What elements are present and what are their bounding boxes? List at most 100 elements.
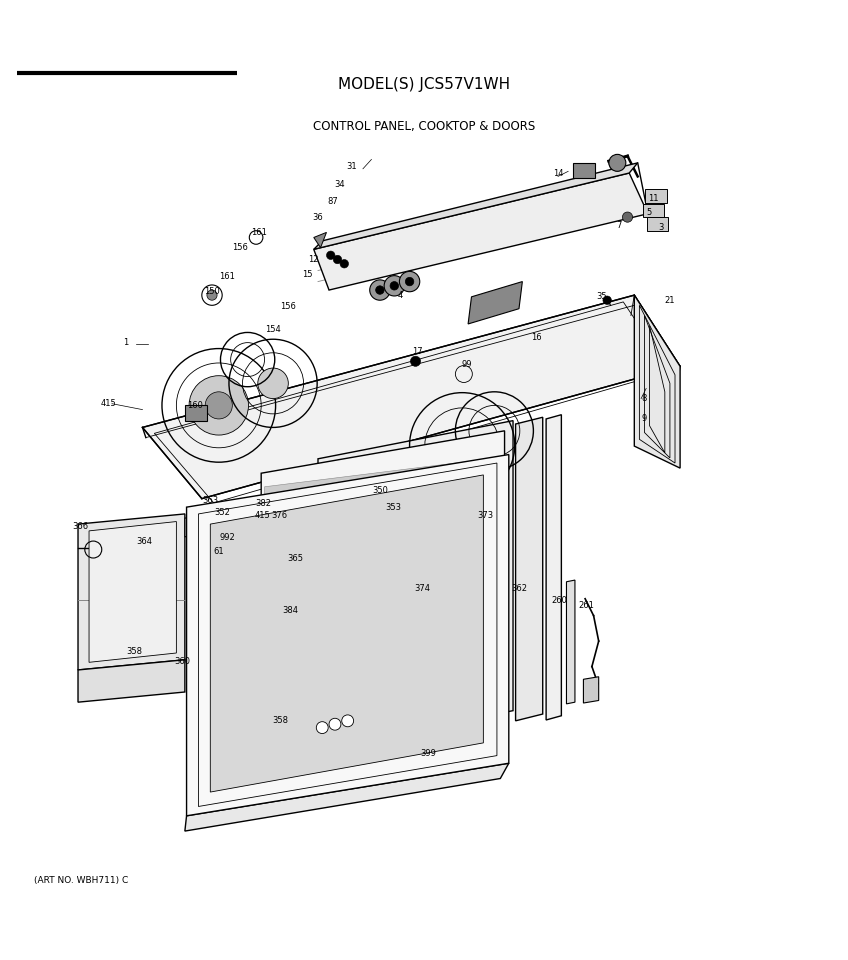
- Text: 415: 415: [101, 399, 116, 408]
- Circle shape: [405, 277, 414, 286]
- Circle shape: [410, 356, 421, 367]
- Polygon shape: [185, 513, 219, 537]
- Text: 99: 99: [461, 360, 471, 370]
- Text: 14: 14: [553, 169, 563, 178]
- Polygon shape: [314, 163, 638, 250]
- Circle shape: [205, 392, 232, 419]
- Text: 358: 358: [126, 647, 142, 656]
- Polygon shape: [265, 480, 496, 517]
- FancyBboxPatch shape: [647, 217, 668, 230]
- Text: 154: 154: [265, 324, 281, 333]
- Polygon shape: [566, 580, 575, 704]
- Text: 8: 8: [642, 395, 647, 403]
- Circle shape: [202, 514, 215, 527]
- Circle shape: [609, 155, 626, 171]
- Text: 156: 156: [281, 301, 296, 311]
- Circle shape: [370, 280, 390, 300]
- Text: 415: 415: [255, 511, 271, 520]
- Text: CONTROL PANEL, COOKTOP & DOORS: CONTROL PANEL, COOKTOP & DOORS: [313, 120, 535, 132]
- Circle shape: [333, 255, 342, 264]
- Text: MODEL(S) JCS57V1WH: MODEL(S) JCS57V1WH: [338, 77, 510, 92]
- Text: 382: 382: [255, 499, 271, 508]
- Text: 374: 374: [415, 584, 430, 593]
- Circle shape: [316, 722, 328, 733]
- Text: 5: 5: [646, 208, 651, 217]
- Text: 9: 9: [642, 415, 647, 423]
- Polygon shape: [265, 502, 496, 540]
- Circle shape: [189, 375, 248, 435]
- Text: 61: 61: [214, 547, 224, 556]
- Polygon shape: [265, 679, 496, 716]
- Polygon shape: [265, 546, 496, 584]
- Text: 7: 7: [616, 221, 622, 230]
- Polygon shape: [78, 514, 185, 670]
- Circle shape: [390, 281, 399, 290]
- Text: 3: 3: [659, 223, 664, 231]
- Polygon shape: [261, 431, 505, 752]
- Text: 352: 352: [215, 508, 230, 516]
- Text: 34: 34: [334, 180, 344, 189]
- Polygon shape: [516, 418, 543, 721]
- Text: (ART NO. WBH711) C: (ART NO. WBH711) C: [34, 876, 128, 885]
- Text: 11: 11: [648, 194, 658, 203]
- Text: 156: 156: [232, 243, 248, 252]
- Polygon shape: [265, 657, 496, 694]
- FancyBboxPatch shape: [643, 204, 664, 217]
- Circle shape: [258, 368, 288, 398]
- Polygon shape: [583, 677, 599, 703]
- Polygon shape: [187, 455, 509, 816]
- Polygon shape: [265, 458, 496, 495]
- Circle shape: [326, 251, 335, 259]
- Text: 353: 353: [386, 503, 401, 512]
- Polygon shape: [265, 568, 496, 606]
- Text: 364: 364: [137, 537, 152, 545]
- Circle shape: [603, 296, 611, 304]
- Circle shape: [329, 718, 341, 731]
- Text: 360: 360: [175, 657, 190, 666]
- Polygon shape: [634, 295, 680, 468]
- Text: 16: 16: [531, 333, 541, 342]
- FancyBboxPatch shape: [185, 405, 207, 420]
- Text: 358: 358: [272, 716, 287, 726]
- Text: 399: 399: [421, 749, 436, 757]
- Text: 21: 21: [665, 296, 675, 304]
- Polygon shape: [265, 701, 496, 738]
- Circle shape: [190, 516, 204, 529]
- Polygon shape: [318, 420, 513, 749]
- Polygon shape: [185, 763, 509, 831]
- Text: 12: 12: [309, 255, 319, 264]
- Text: 365: 365: [287, 554, 303, 563]
- Circle shape: [384, 276, 404, 296]
- Polygon shape: [210, 475, 483, 792]
- Text: 161: 161: [220, 272, 235, 281]
- Text: 87: 87: [327, 198, 338, 206]
- Text: 17: 17: [412, 347, 422, 355]
- Circle shape: [249, 230, 263, 244]
- Text: 373: 373: [477, 511, 494, 520]
- Text: 160: 160: [187, 401, 203, 410]
- Circle shape: [342, 715, 354, 727]
- Polygon shape: [78, 660, 185, 702]
- Text: 260: 260: [552, 596, 567, 605]
- Text: 261: 261: [579, 601, 594, 610]
- Circle shape: [376, 286, 384, 295]
- Text: 992: 992: [220, 533, 235, 542]
- Text: 31: 31: [347, 161, 357, 171]
- Polygon shape: [142, 295, 680, 498]
- Polygon shape: [314, 232, 326, 248]
- Text: 4: 4: [398, 291, 403, 300]
- Text: 1: 1: [123, 338, 128, 348]
- Text: 350: 350: [372, 486, 388, 494]
- Text: 363: 363: [202, 496, 219, 505]
- Circle shape: [399, 272, 420, 292]
- Text: 366: 366: [72, 522, 89, 531]
- Text: 384: 384: [282, 606, 298, 615]
- Text: 362: 362: [511, 584, 527, 593]
- Text: 35: 35: [597, 293, 607, 301]
- Text: 36: 36: [313, 212, 323, 222]
- Circle shape: [207, 290, 217, 300]
- Polygon shape: [468, 281, 522, 324]
- Polygon shape: [265, 635, 496, 672]
- FancyBboxPatch shape: [573, 163, 595, 179]
- Polygon shape: [265, 612, 496, 650]
